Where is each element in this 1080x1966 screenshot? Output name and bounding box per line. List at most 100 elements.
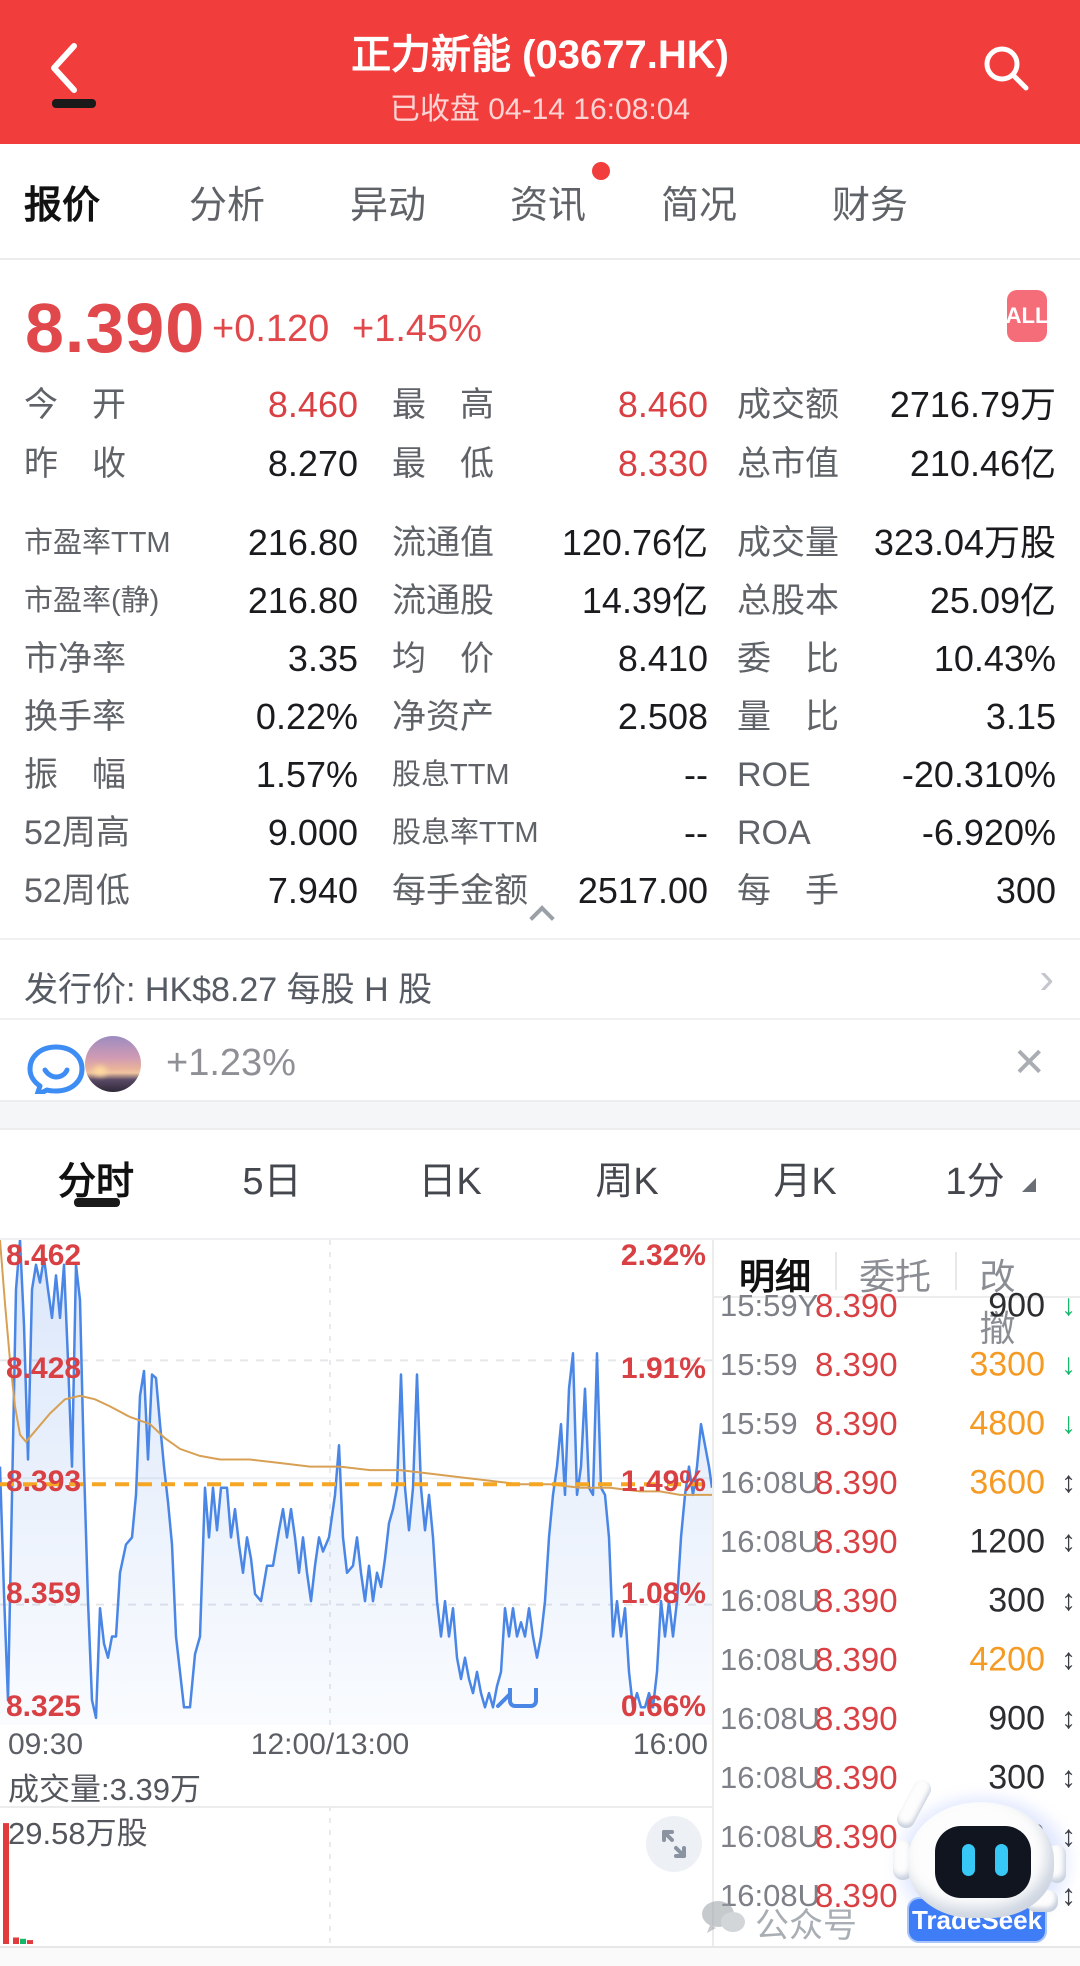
trade-row-6[interactable]: 16:08U 8.390 300 ↕ bbox=[712, 1571, 1080, 1630]
wechat-icon[interactable] bbox=[26, 1044, 86, 1094]
stat-label: 振 幅 bbox=[24, 756, 126, 794]
stat-row-9: 52周低 7.940 每手金额 2517.00 每 手 300 bbox=[0, 862, 1080, 920]
y-axis-price-label: 8.462 bbox=[6, 1239, 82, 1272]
close-icon[interactable]: ✕ bbox=[1012, 1041, 1046, 1085]
divider bbox=[0, 1806, 712, 1808]
trade-row-5[interactable]: 16:08U 8.390 1200 ↕ bbox=[712, 1512, 1080, 1571]
stat-value: 14.39亿 bbox=[581, 580, 708, 621]
trade-row-2[interactable]: 15:59 8.390 3300 ↓ bbox=[712, 1335, 1080, 1394]
active-tab-underline bbox=[52, 99, 96, 108]
trade-time: 16:08U bbox=[720, 1818, 820, 1854]
intraday-price-chart[interactable] bbox=[0, 1240, 712, 1725]
arrow-updown-icon: ↕ bbox=[1061, 1583, 1076, 1617]
trade-row-7[interactable]: 16:08U 8.390 4200 ↕ bbox=[712, 1630, 1080, 1689]
wechat-watermark-icon bbox=[702, 1901, 745, 1933]
all-badge[interactable]: ALL bbox=[1006, 290, 1048, 342]
stat-label: 流通值 bbox=[392, 524, 494, 562]
stat-value: 2.508 bbox=[617, 696, 708, 737]
stat-label: 总市值 bbox=[737, 445, 839, 483]
trade-time: 15:59 bbox=[720, 1346, 798, 1382]
period-tab-日K[interactable]: 日K bbox=[418, 1161, 482, 1203]
trade-volume: 300 bbox=[988, 1758, 1045, 1796]
trade-price: 8.390 bbox=[815, 1699, 898, 1737]
last-price: 8.390 bbox=[25, 289, 206, 367]
stat-value: 9.000 bbox=[267, 812, 358, 853]
stat-value: 2716.79万 bbox=[889, 384, 1056, 425]
nav-tab-4[interactable]: 资讯 bbox=[510, 185, 587, 227]
trade-volume: 4200 bbox=[969, 1640, 1045, 1678]
trade-time: 16:08U bbox=[720, 1700, 820, 1736]
trade-row-9[interactable]: 16:08U 8.390 300 ↕ bbox=[712, 1748, 1080, 1807]
expand-chart-button[interactable] bbox=[646, 1816, 702, 1872]
period-tab-5日[interactable]: 5日 bbox=[242, 1161, 302, 1203]
stat-row-8: 52周高 9.000 股息率TTM -- ROA -6.920% bbox=[0, 804, 1080, 862]
divider bbox=[955, 1252, 957, 1290]
stat-value: 8.410 bbox=[617, 638, 708, 679]
ipo-price-row[interactable]: 发行价: HK$8.27 每股 H 股 bbox=[24, 971, 433, 1009]
panel-tab-明细[interactable]: 明细 bbox=[738, 1256, 812, 1297]
nav-tab-5[interactable]: 简况 bbox=[661, 185, 738, 227]
trade-row-4[interactable]: 16:08U 8.390 3600 ↕ bbox=[712, 1453, 1080, 1512]
landscape-icon[interactable] bbox=[496, 1688, 548, 1712]
stat-label: 均 价 bbox=[392, 640, 494, 678]
search-icon[interactable] bbox=[978, 40, 1034, 96]
active-period-underline bbox=[74, 1198, 120, 1207]
stat-value: 0.22% bbox=[255, 696, 358, 737]
stat-value: 25.09亿 bbox=[929, 580, 1056, 621]
period-tab-1分[interactable]: 1分 bbox=[945, 1161, 1005, 1203]
trade-time: 16:08U bbox=[720, 1759, 820, 1795]
arrow-updown-icon: ↕ bbox=[1061, 1642, 1076, 1676]
stat-label: 每手金额 bbox=[392, 872, 528, 910]
stat-label: 每 手 bbox=[737, 872, 839, 910]
stat-label: 最 高 bbox=[392, 386, 494, 424]
stat-value: 3.15 bbox=[985, 696, 1056, 737]
arrow-down-icon: ↓ bbox=[1061, 1406, 1076, 1440]
period-tab-周K[interactable]: 周K bbox=[595, 1161, 659, 1203]
nav-tab-3[interactable]: 异动 bbox=[350, 185, 427, 227]
stat-value: 7.940 bbox=[267, 870, 358, 911]
trade-time: 15:59Y bbox=[720, 1287, 819, 1323]
trade-volume: 3600 bbox=[969, 1463, 1045, 1501]
stat-value: -6.920% bbox=[921, 812, 1056, 853]
trade-price: 8.390 bbox=[815, 1345, 898, 1383]
y-axis-price-label: 8.325 bbox=[6, 1690, 82, 1723]
stat-value: 300 bbox=[995, 870, 1056, 911]
back-icon[interactable] bbox=[44, 40, 84, 96]
stat-label: 市盈率(静) bbox=[24, 585, 160, 617]
price-change-pct: +1.45% bbox=[352, 308, 482, 350]
nav-tab-2[interactable]: 分析 bbox=[189, 185, 266, 227]
stat-value: 216.80 bbox=[247, 522, 358, 563]
trade-price: 8.390 bbox=[815, 1463, 898, 1501]
trade-volume: 1200 bbox=[969, 1522, 1045, 1560]
trade-price: 8.390 bbox=[815, 1758, 898, 1796]
period-tab-月K[interactable]: 月K bbox=[773, 1161, 837, 1203]
trade-row-8[interactable]: 16:08U 8.390 900 ↕ bbox=[712, 1689, 1080, 1748]
stat-value: -- bbox=[684, 812, 708, 853]
trade-row-3[interactable]: 15:59 8.390 4800 ↓ bbox=[712, 1394, 1080, 1453]
app-header: 正力新能 (03677.HK) 已收盘 04-14 16:08:04 bbox=[0, 0, 1080, 144]
panel-tab-改撤[interactable]: 改撤 bbox=[979, 1256, 1016, 1349]
nav-tab-6[interactable]: 财务 bbox=[832, 185, 909, 227]
stat-label: 今 开 bbox=[24, 386, 126, 424]
stat-label: 总股本 bbox=[737, 582, 839, 620]
period-tab-分时[interactable]: 分时 bbox=[57, 1161, 135, 1203]
watermark-text: 公众号 bbox=[755, 1907, 857, 1945]
trade-volume: 4800 bbox=[969, 1404, 1045, 1442]
trade-volume: 3300 bbox=[969, 1345, 1045, 1383]
panel-tab-委托[interactable]: 委托 bbox=[858, 1256, 932, 1297]
arrow-down-icon: ↓ bbox=[1061, 1288, 1076, 1322]
nav-tab-1[interactable]: 报价 bbox=[24, 185, 101, 227]
trade-row-1[interactable]: 15:59Y 8.390 900 ↓ bbox=[712, 1276, 1080, 1335]
volume-chart[interactable] bbox=[0, 1806, 712, 1946]
divider bbox=[712, 1296, 1080, 1298]
chevron-right-icon[interactable]: › bbox=[1039, 954, 1054, 1003]
stat-value: 8.460 bbox=[267, 384, 358, 425]
stat-label: 股息TTM bbox=[392, 759, 510, 791]
stat-value: 210.46亿 bbox=[909, 443, 1056, 484]
collapse-caret-icon[interactable] bbox=[531, 903, 555, 927]
y-axis-pct-label: 2.32% bbox=[620, 1239, 706, 1272]
avatar[interactable] bbox=[85, 1036, 141, 1092]
stat-label: 52周低 bbox=[24, 872, 130, 910]
period-dropdown-icon[interactable] bbox=[1022, 1178, 1036, 1192]
stat-row-7: 振 幅 1.57% 股息TTM -- ROE -20.310% bbox=[0, 746, 1080, 804]
